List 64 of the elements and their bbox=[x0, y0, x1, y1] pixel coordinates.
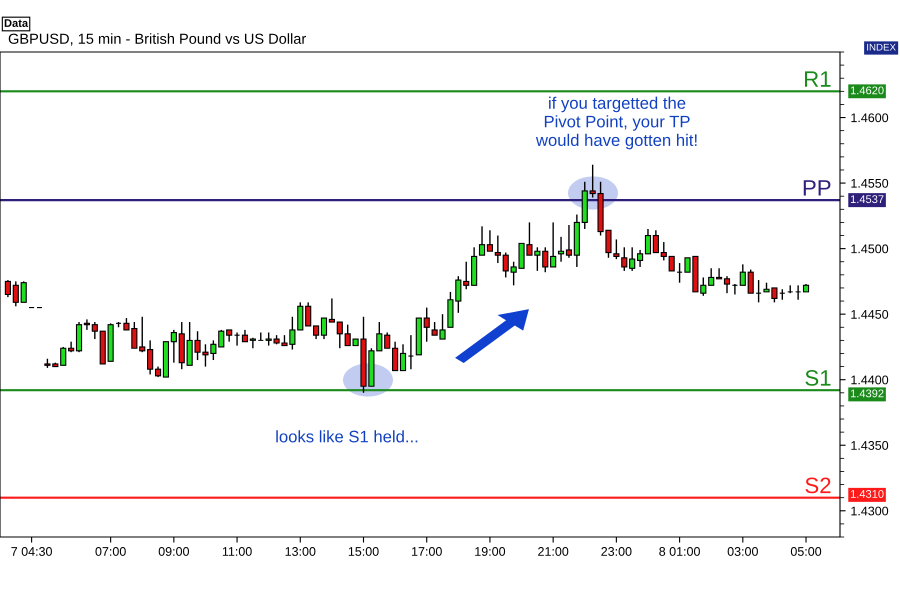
candlestick bbox=[566, 224, 572, 258]
candlestick bbox=[400, 344, 406, 372]
ref-line-label: S1 bbox=[805, 370, 831, 386]
y-tick-label: 1.4450 bbox=[851, 310, 888, 319]
x-tick-label: 11:00 bbox=[222, 547, 252, 556]
x-tick-label: 17:00 bbox=[412, 547, 442, 556]
x-tick-label: 8 01:00 bbox=[659, 547, 700, 556]
candlestick bbox=[732, 283, 738, 296]
x-tick-label: 23:00 bbox=[601, 547, 632, 556]
candlestick bbox=[242, 329, 248, 342]
chart-title: GBPUSD, 15 min - British Pound vs US Dollar bbox=[8, 33, 306, 46]
candlestick bbox=[281, 334, 288, 346]
text: 1.4620 bbox=[850, 86, 884, 94]
candlestick bbox=[526, 222, 533, 256]
text: 1.4537 bbox=[850, 195, 884, 204]
x-tick-label: 15:00 bbox=[348, 547, 379, 556]
candlestick bbox=[756, 279, 762, 304]
x-tick-label: 09:00 bbox=[158, 547, 189, 556]
candlestick bbox=[320, 317, 328, 340]
x-tick-label: 21:00 bbox=[538, 547, 568, 556]
text: Data bbox=[4, 19, 28, 27]
candlestick bbox=[644, 228, 652, 255]
candlestick bbox=[676, 262, 683, 284]
candlestick bbox=[779, 288, 786, 300]
x-tick-label: 03:00 bbox=[728, 547, 758, 556]
candlestick bbox=[605, 230, 612, 258]
y-tick-label: 1.4350 bbox=[851, 441, 888, 450]
text: 1.4392 bbox=[850, 389, 884, 398]
candlestick bbox=[771, 287, 778, 304]
x-tick-label: 07:00 bbox=[95, 547, 126, 556]
annotation: if you targetted the Pivot Point, your TP would have gotten hit! bbox=[536, 96, 697, 150]
y-tick-label: 1.4400 bbox=[851, 376, 888, 384]
x-tick-label: 19:00 bbox=[475, 547, 506, 556]
candlestick bbox=[154, 366, 162, 378]
candlestick bbox=[234, 332, 240, 346]
candlestick bbox=[123, 317, 130, 331]
candlestick bbox=[795, 284, 802, 300]
candlestick bbox=[439, 313, 446, 340]
ref-line-label: R1 bbox=[805, 71, 831, 87]
text: 1.4310 bbox=[850, 490, 884, 498]
annotation: looks like S1 held... bbox=[276, 430, 418, 442]
candlestick bbox=[763, 282, 770, 293]
candlestick bbox=[724, 275, 730, 294]
y-tick-label: 1.4300 bbox=[851, 506, 888, 516]
candlestick bbox=[613, 238, 620, 260]
text: INDEX bbox=[867, 44, 896, 51]
ref-line-label: S2 bbox=[805, 478, 830, 494]
candlestick bbox=[202, 344, 209, 368]
candlestick bbox=[194, 330, 201, 361]
candlestick bbox=[250, 337, 256, 349]
candlestick bbox=[684, 257, 691, 273]
x-tick-label: 05:00 bbox=[790, 547, 822, 556]
y-tick-label: 1.4600 bbox=[851, 113, 888, 122]
y-tick-label: 1.4500 bbox=[851, 244, 888, 254]
candlestick bbox=[408, 334, 414, 370]
ref-line-label: PP bbox=[804, 180, 830, 196]
candlestick bbox=[432, 321, 438, 336]
y-tick-label: 1.4550 bbox=[851, 178, 888, 188]
x-tick-label: 7 04:30 bbox=[11, 547, 52, 556]
candlestick bbox=[478, 226, 486, 256]
x-tick-label: 13:00 bbox=[286, 547, 316, 556]
candlestick bbox=[258, 332, 264, 342]
candlestick bbox=[558, 236, 564, 262]
candlestick bbox=[486, 230, 494, 252]
